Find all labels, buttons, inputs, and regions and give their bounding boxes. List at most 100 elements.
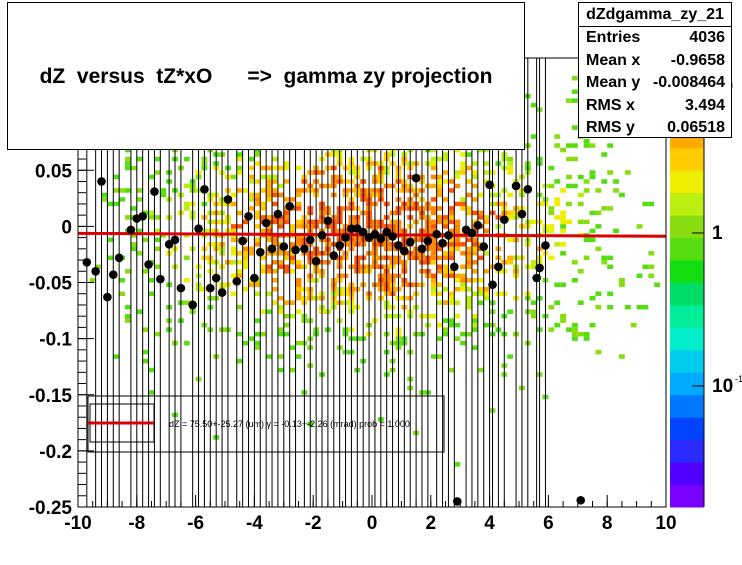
heatmap-cell: [566, 98, 572, 103]
y-tick-label: -0.1: [39, 330, 72, 351]
heatmap-cell: [507, 260, 514, 265]
heatmap-cell: [289, 300, 296, 305]
heatmap-cell: [295, 192, 302, 198]
profile-point: [335, 241, 344, 250]
profile-point: [405, 237, 415, 247]
palette-swatch: [670, 349, 704, 373]
heatmap-cell: [142, 358, 149, 364]
heatmap-cell: [148, 278, 155, 283]
heatmap-cell: [583, 143, 590, 148]
heatmap-cell: [560, 215, 567, 220]
heatmap-cell: [436, 246, 443, 252]
heatmap-cell: [507, 354, 514, 359]
heatmap-cell: [142, 210, 149, 216]
heatmap-cell: [254, 282, 261, 287]
heatmap-cell: [436, 322, 443, 328]
heatmap-cell: [530, 219, 537, 225]
heatmap-cell: [266, 174, 273, 180]
heatmap-cell: [471, 345, 478, 350]
heatmap-cell: [618, 192, 625, 198]
x-axis: -10 -8 -6 -4 -2 0 2 4 6 8 10: [64, 495, 677, 534]
profile-point: [411, 173, 421, 183]
heatmap-cell: [477, 255, 484, 261]
heatmap-cell: [448, 255, 455, 261]
heatmap-cell: [454, 313, 461, 319]
heatmap-cell: [483, 269, 490, 274]
heatmap-cell: [624, 304, 631, 310]
x-tick-label: -10: [64, 513, 91, 534]
stats-key: RMS x: [586, 96, 635, 114]
heatmap-cell: [448, 179, 455, 184]
heatmap-cell: [448, 219, 455, 225]
heatmap-cell: [154, 228, 161, 234]
heatmap-cell: [242, 260, 249, 265]
heatmap-cell: [266, 354, 273, 359]
stats-title: dZdgamma_zy_21: [579, 3, 731, 27]
heatmap-cell: [230, 237, 237, 243]
y-tick-label: -0.25: [29, 498, 73, 519]
profile-point: [473, 220, 483, 230]
heatmap-cell: [454, 219, 461, 225]
heatmap-cell: [454, 224, 461, 229]
heatmap-cell: [183, 206, 190, 211]
heatmap-cell: [254, 291, 261, 296]
heatmap-cell: [254, 345, 261, 350]
heatmap-cell: [254, 340, 261, 346]
heatmap-cell: [183, 300, 190, 305]
heatmap-cell: [571, 183, 578, 189]
heatmap-cell: [454, 183, 461, 189]
palette-swatch: [670, 439, 704, 463]
profile-point: [444, 231, 453, 240]
heatmap-cell: [507, 215, 514, 220]
heatmap-cell: [242, 246, 249, 252]
heatmap-cell: [272, 237, 278, 243]
heatmap-cell: [507, 170, 514, 175]
heatmap-cell: [548, 304, 555, 310]
profile-point: [138, 211, 147, 221]
heatmap-cell: [442, 197, 449, 202]
heatmap-cell: [589, 210, 596, 216]
heatmap-cell: [248, 192, 255, 198]
heatmap-cell: [289, 242, 296, 247]
heatmap-cell: [471, 260, 478, 265]
heatmap-cell: [142, 349, 149, 355]
heatmap-cell: [430, 273, 437, 279]
heatmap-cell: [266, 251, 273, 256]
profile-point: [267, 244, 277, 254]
heatmap-cell: [454, 273, 461, 279]
x-tick-label: 10: [655, 513, 676, 534]
heatmap-cell: [454, 170, 461, 175]
heatmap-cell: [430, 224, 437, 229]
heatmap-cell: [183, 255, 190, 261]
heatmap-cell: [648, 264, 655, 270]
heatmap-cell: [448, 318, 455, 323]
heatmap-cell: [289, 260, 296, 265]
heatmap-cell: [436, 206, 443, 211]
heatmap-cell: [471, 210, 478, 216]
heatmap-cell: [583, 237, 590, 243]
heatmap-cell: [589, 237, 596, 243]
heatmap-cell: [460, 165, 467, 171]
profile-point: [223, 195, 233, 204]
heatmap-cell: [183, 278, 190, 283]
heatmap-cell: [560, 188, 567, 193]
heatmap-cell: [436, 282, 443, 287]
heatmap-cell: [460, 242, 467, 247]
heatmap-cell: [242, 219, 249, 225]
heatmap-cell: [230, 273, 237, 279]
fit-legend: dZ = 75.50+-25.27 (um) γ = -0.13+-2.26 (…: [87, 395, 445, 453]
heatmap-cell: [577, 192, 584, 198]
heatmap-cell: [295, 264, 302, 270]
heatmap-cell: [571, 331, 578, 337]
stats-value: 4036: [689, 29, 725, 46]
heatmap-cell: [277, 295, 284, 301]
heatmap-cell: [548, 183, 555, 189]
heatmap-cell: [448, 273, 455, 279]
palette-swatch: [670, 215, 704, 239]
heatmap-cell: [548, 165, 555, 171]
heatmap-cell: [436, 215, 443, 220]
heatmap-cell: [442, 179, 449, 184]
heatmap-cell: [601, 179, 608, 184]
heatmap-cell: [230, 224, 237, 229]
heatmap-cell: [589, 228, 596, 234]
